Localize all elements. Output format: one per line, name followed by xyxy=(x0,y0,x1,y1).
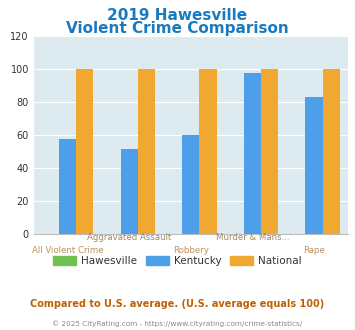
Text: Aggravated Assault: Aggravated Assault xyxy=(87,233,171,242)
Bar xyxy=(76,69,93,234)
Bar xyxy=(323,69,340,234)
Bar xyxy=(244,73,261,234)
Text: Robbery: Robbery xyxy=(173,246,209,255)
Bar xyxy=(261,69,278,234)
Text: Violent Crime Comparison: Violent Crime Comparison xyxy=(66,21,289,36)
Text: Murder & Mans...: Murder & Mans... xyxy=(216,233,289,242)
Text: All Violent Crime: All Violent Crime xyxy=(32,246,103,255)
Text: 2019 Hawesville: 2019 Hawesville xyxy=(108,8,247,23)
Bar xyxy=(200,69,217,234)
Bar xyxy=(138,69,155,234)
Text: Compared to U.S. average. (U.S. average equals 100): Compared to U.S. average. (U.S. average … xyxy=(31,299,324,309)
Legend: Hawesville, Kentucky, National: Hawesville, Kentucky, National xyxy=(49,252,306,270)
Bar xyxy=(182,135,200,234)
Text: © 2025 CityRating.com - https://www.cityrating.com/crime-statistics/: © 2025 CityRating.com - https://www.city… xyxy=(53,320,302,327)
Bar xyxy=(121,148,138,234)
Bar xyxy=(305,97,323,234)
Bar xyxy=(59,139,76,234)
Text: Rape: Rape xyxy=(303,246,325,255)
